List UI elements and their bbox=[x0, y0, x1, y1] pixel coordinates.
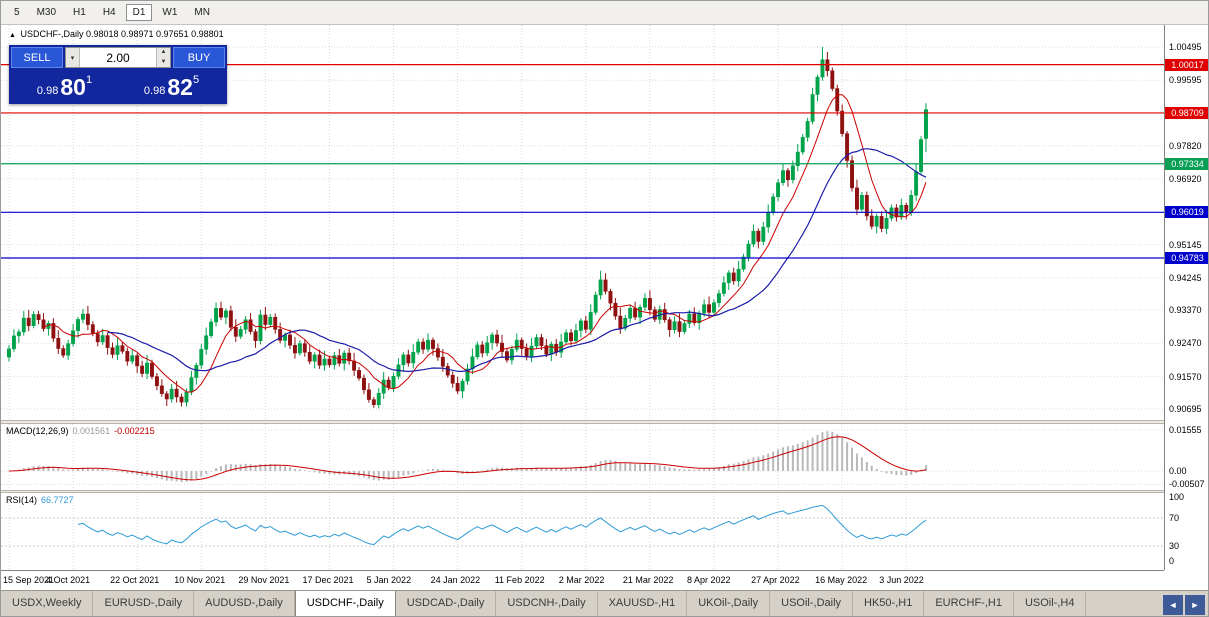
macd-label: MACD(12,26,9) 0.001561 -0.002215 bbox=[6, 426, 155, 436]
price-scale-label: 0.94245 bbox=[1169, 272, 1202, 283]
date-label: 4 Oct 2021 bbox=[46, 575, 91, 585]
buy-price-prefix: 0.98 bbox=[143, 85, 166, 97]
timeframe-M30[interactable]: M30 bbox=[36, 7, 57, 18]
price-scale-label: 0.90695 bbox=[1169, 403, 1202, 414]
chart-tab-usoil-h4[interactable]: USOil-,H4 bbox=[1014, 591, 1087, 616]
date-label: 24 Jan 2022 bbox=[430, 575, 481, 585]
price-scale-label: 0.97820 bbox=[1169, 140, 1202, 151]
chart-tab-hk50-h1[interactable]: HK50-,H1 bbox=[853, 591, 925, 616]
chart-tab-usdchf-daily[interactable]: USDCHF-,Daily bbox=[294, 591, 396, 616]
macd-main-value: 0.001561 bbox=[72, 426, 111, 436]
sell-price-pip: 1 bbox=[85, 74, 93, 86]
chart-tab-eurchf-h1[interactable]: EURCHF-,H1 bbox=[924, 591, 1014, 616]
tab-scroll-right-icon[interactable]: ► bbox=[1185, 594, 1205, 615]
price-level-badge: 0.94783 bbox=[1165, 251, 1208, 264]
date-label: 3 Jun 2022 bbox=[879, 575, 924, 585]
rsi-label: RSI(14) 66.7727 bbox=[6, 495, 74, 505]
chart-tab-usoil-daily[interactable]: USOil-,Daily bbox=[770, 591, 854, 616]
chart-ohlc-values: 0.98018 0.98971 0.97651 0.98801 bbox=[85, 29, 224, 39]
chart-ohlc-readout: ▲ USDCHF-,Daily 0.98018 0.98971 0.97651 … bbox=[9, 29, 224, 39]
price-chart-canvas[interactable] bbox=[1, 25, 1164, 420]
price-level-badge: 0.97334 bbox=[1165, 157, 1208, 170]
timeframe-MN[interactable]: MN bbox=[194, 7, 210, 18]
time-axis[interactable]: 15 Sep 2021 4 Oct 2021 22 Oct 2021 10 Nov 2… bbox=[1, 570, 1164, 590]
date-label: 21 Mar 2022 bbox=[622, 575, 674, 585]
volume-control: ▾ ▲ ▼ bbox=[65, 47, 171, 68]
chart-symbol: USDCHF-,Daily bbox=[20, 29, 84, 39]
chart-tab-audusd-daily[interactable]: AUDUSD-,Daily bbox=[194, 591, 295, 616]
rsi-scale-label: 70 bbox=[1169, 513, 1180, 523]
chart-tab-usdx-weekly[interactable]: USDX,Weekly bbox=[1, 591, 94, 616]
price-axis[interactable]: 1.00495 0.99595 0.97820 0.96920 0.95145 0.942… bbox=[1164, 25, 1208, 570]
rsi-name: RSI(14) bbox=[6, 495, 38, 505]
macd-pane-splitter[interactable] bbox=[1, 420, 1164, 424]
volume-input[interactable] bbox=[80, 48, 156, 67]
price-level-badge: 1.00017 bbox=[1165, 58, 1208, 71]
chart-tabs-bar: USDX,Weekly EURUSD-,Daily AUDUSD-,Daily USD… bbox=[1, 590, 1208, 616]
rsi-scale-label: 100 bbox=[1169, 492, 1185, 502]
sell-price-prefix: 0.98 bbox=[36, 85, 59, 97]
one-click-trading-panel: SELL ▾ ▲ ▼ BUY 0.98 80 1 0.98 82 5 bbox=[9, 45, 227, 104]
date-label: 2 Mar 2022 bbox=[558, 575, 605, 585]
price-scale-label: 0.93370 bbox=[1169, 305, 1202, 316]
date-label: 5 Jan 2022 bbox=[366, 575, 412, 585]
timeframe-W1[interactable]: W1 bbox=[162, 7, 178, 18]
volume-spinner: ▲ ▼ bbox=[156, 48, 170, 67]
tab-scroll-left-icon[interactable]: ◄ bbox=[1163, 594, 1183, 615]
chart-tab-usdcad-daily[interactable]: USDCAD-,Daily bbox=[396, 591, 497, 616]
buy-price-big: 82 bbox=[167, 74, 193, 100]
macd-scale-label: -0.00507 bbox=[1169, 479, 1205, 490]
price-scale-label: 0.95145 bbox=[1169, 239, 1202, 250]
sell-button[interactable]: SELL bbox=[11, 47, 63, 68]
chart-tab-eurusd-daily[interactable]: EURUSD-,Daily bbox=[93, 591, 195, 616]
timeframe-5[interactable]: 5 bbox=[14, 7, 20, 18]
date-label: 29 Nov 2021 bbox=[238, 575, 290, 585]
macd-scale-label: 0.01555 bbox=[1169, 424, 1202, 435]
price-scale-label: 0.91570 bbox=[1169, 371, 1202, 382]
sell-price-big: 80 bbox=[60, 74, 86, 100]
sell-price[interactable]: 0.98 80 1 bbox=[11, 68, 118, 102]
buy-button[interactable]: BUY bbox=[173, 47, 225, 68]
timeframe-H4[interactable]: H4 bbox=[102, 7, 116, 18]
date-label: 10 Nov 2021 bbox=[174, 575, 226, 585]
rsi-scale-label: 30 bbox=[1169, 541, 1180, 551]
rsi-value: 66.7727 bbox=[41, 495, 74, 505]
chart-tab-xauusd-h1[interactable]: XAUUSD-,H1 bbox=[598, 591, 688, 616]
price-scale-label: 0.92470 bbox=[1169, 338, 1202, 349]
date-label: 16 May 2022 bbox=[815, 575, 868, 585]
date-label: 22 Oct 2021 bbox=[110, 575, 160, 585]
macd-scale-label: 0.00 bbox=[1169, 466, 1187, 476]
date-label: 17 Dec 2021 bbox=[302, 575, 354, 585]
price-scale-label: 0.96920 bbox=[1169, 174, 1202, 185]
price-level-badge: 0.96019 bbox=[1165, 206, 1208, 219]
chart-tab-usdcnh-daily[interactable]: USDCNH-,Daily bbox=[496, 591, 598, 616]
date-label: 11 Feb 2022 bbox=[494, 575, 545, 585]
timeframe-H1[interactable]: H1 bbox=[73, 7, 86, 18]
timeframe-toolbar: 5 M30 H1 H4 D1 W1 MN bbox=[1, 1, 1208, 25]
rsi-pane-splitter[interactable] bbox=[1, 490, 1164, 493]
timeframe-D1[interactable]: D1 bbox=[125, 4, 153, 21]
collapse-icon[interactable]: ▲ bbox=[9, 32, 16, 39]
price-scale-label: 1.00495 bbox=[1169, 41, 1202, 52]
date-label: 27 Apr 2022 bbox=[751, 575, 800, 585]
date-label: 8 Apr 2022 bbox=[686, 575, 731, 585]
macd-name: MACD(12,26,9) bbox=[6, 426, 69, 436]
chart-tab-ukoil-daily[interactable]: UKOil-,Daily bbox=[687, 591, 771, 616]
volume-dropdown-icon[interactable]: ▾ bbox=[66, 48, 80, 67]
macd-signal-value: -0.002215 bbox=[114, 426, 155, 436]
rsi-scale-label: 0 bbox=[1169, 556, 1175, 566]
price-level-badge: 0.98709 bbox=[1165, 106, 1208, 119]
date-label: 15 Sep 2021 bbox=[3, 575, 55, 585]
tab-scroll-controls: ◄ ► bbox=[1160, 591, 1208, 616]
macd-canvas[interactable] bbox=[1, 424, 1164, 490]
price-scale-label: 0.99595 bbox=[1169, 75, 1202, 86]
spin-down-icon[interactable]: ▼ bbox=[157, 57, 170, 67]
buy-price[interactable]: 0.98 82 5 bbox=[118, 68, 225, 102]
buy-price-pip: 5 bbox=[192, 74, 200, 86]
rsi-canvas[interactable] bbox=[1, 493, 1164, 570]
spin-up-icon[interactable]: ▲ bbox=[157, 48, 170, 58]
